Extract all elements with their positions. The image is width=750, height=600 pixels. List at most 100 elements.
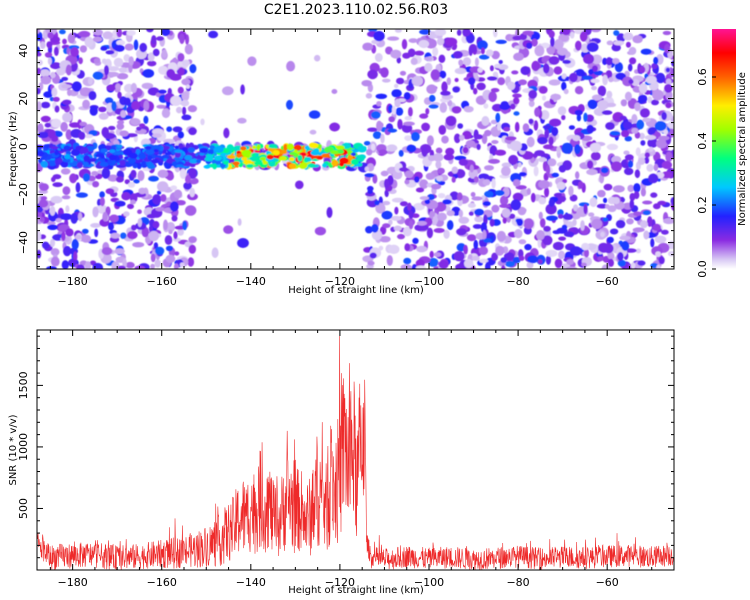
heatmap-cell [103,132,116,140]
heatmap-cell [46,266,57,269]
heatmap-cell [286,99,293,110]
heatmap-cell [120,232,127,239]
colorbar-tick-label: 0.6 [696,68,709,86]
heatmap-cell [165,245,174,252]
heatmap-cell [637,260,646,266]
heatmap-cell [485,261,491,269]
heatmap-cell [609,130,621,136]
heatmap-cell [65,64,72,76]
heatmap-cell [155,207,165,212]
heatmap-cell [367,185,374,192]
heatmap-cell [671,60,674,67]
heatmap-cell [421,122,430,132]
heatmap-cell [470,192,476,197]
heatmap-cell [477,67,483,73]
heatmap-cell [55,218,62,223]
heatmap-cell [545,203,557,215]
heatmap-cell [404,170,414,179]
heatmap-cell [649,127,656,135]
heatmap-cell [624,91,632,102]
heatmap-cell [82,173,91,182]
heatmap-cell [606,143,619,151]
heatmap-cell [500,257,507,263]
heatmap-cell [156,104,166,109]
heatmap-cell [185,175,191,184]
heatmap-cell [101,247,113,256]
heatmap-cell [108,125,116,131]
heatmap-cell [462,29,471,37]
heatmap-cell [401,39,408,50]
heatmap-cell [661,160,673,170]
heatmap-cell [640,48,652,55]
heatmap-cell [661,171,673,179]
heatmap-cell [491,204,500,213]
heatmap-cell [93,58,101,64]
heatmap-cell [152,194,162,205]
heatmap-cell [100,148,108,153]
heatmap-cell [65,205,70,213]
heatmap-cell [551,172,559,178]
heatmap-cell [199,147,209,153]
heatmap-cell [324,146,334,153]
heatmap-cell [642,200,653,205]
heatmap-cell [441,81,448,93]
heatmap-cell [612,58,620,64]
heatmap-cell [223,160,229,165]
heatmap-cell [380,133,385,144]
heatmap-cell [562,59,571,64]
heatmap-cell [174,251,180,256]
spectrogram-x-tick-label: −100 [414,275,444,288]
heatmap-cell [374,200,380,206]
heatmap-cell [498,60,503,64]
heatmap-cell [634,102,641,112]
heatmap-cell [478,246,488,255]
heatmap-cell [415,187,425,193]
heatmap-cell [79,147,89,154]
heatmap-cell [466,234,477,242]
heatmap-cell [139,42,147,53]
heatmap-cell [467,203,476,208]
heatmap-cell [591,54,603,65]
heatmap-cell [87,77,93,85]
heatmap-cell [623,121,633,130]
heatmap-cell [50,62,62,70]
heatmap-cell [416,220,428,226]
heatmap-cell [453,51,463,59]
heatmap-cell [114,200,126,207]
heatmap-cell [101,167,111,179]
heatmap-cell [425,172,435,180]
heatmap-cell [115,176,124,183]
heatmap-cell [534,150,545,157]
heatmap-cell [293,144,302,151]
heatmap-cell [150,144,161,152]
heatmap-cell [612,112,624,123]
heatmap-cell [499,103,511,111]
heatmap-cell [373,30,385,42]
heatmap-cell [445,115,457,127]
heatmap-cell [628,46,637,55]
heatmap-cell [485,49,494,57]
heatmap-cell [554,258,563,269]
heatmap-cell [413,202,425,211]
heatmap-cell [256,144,261,151]
heatmap-cell [639,220,648,229]
heatmap-cell [237,238,249,248]
heatmap-cell [115,83,121,90]
heatmap-cell [196,153,207,161]
heatmap-cell [222,86,234,96]
heatmap-cell [612,185,625,193]
heatmap-cell [545,255,552,265]
heatmap-cell [166,126,173,132]
heatmap-cell [615,72,627,80]
heatmap-cell [425,108,430,115]
heatmap-cell [157,190,162,195]
heatmap-cell [419,196,430,201]
heatmap-cell [143,100,150,112]
heatmap-cell [396,77,405,85]
heatmap-cell [414,176,420,183]
heatmap-cell [50,71,56,79]
heatmap-cell [617,259,626,267]
heatmap-cell [403,226,412,237]
heatmap-cell [174,149,183,153]
heatmap-cell [581,242,590,251]
